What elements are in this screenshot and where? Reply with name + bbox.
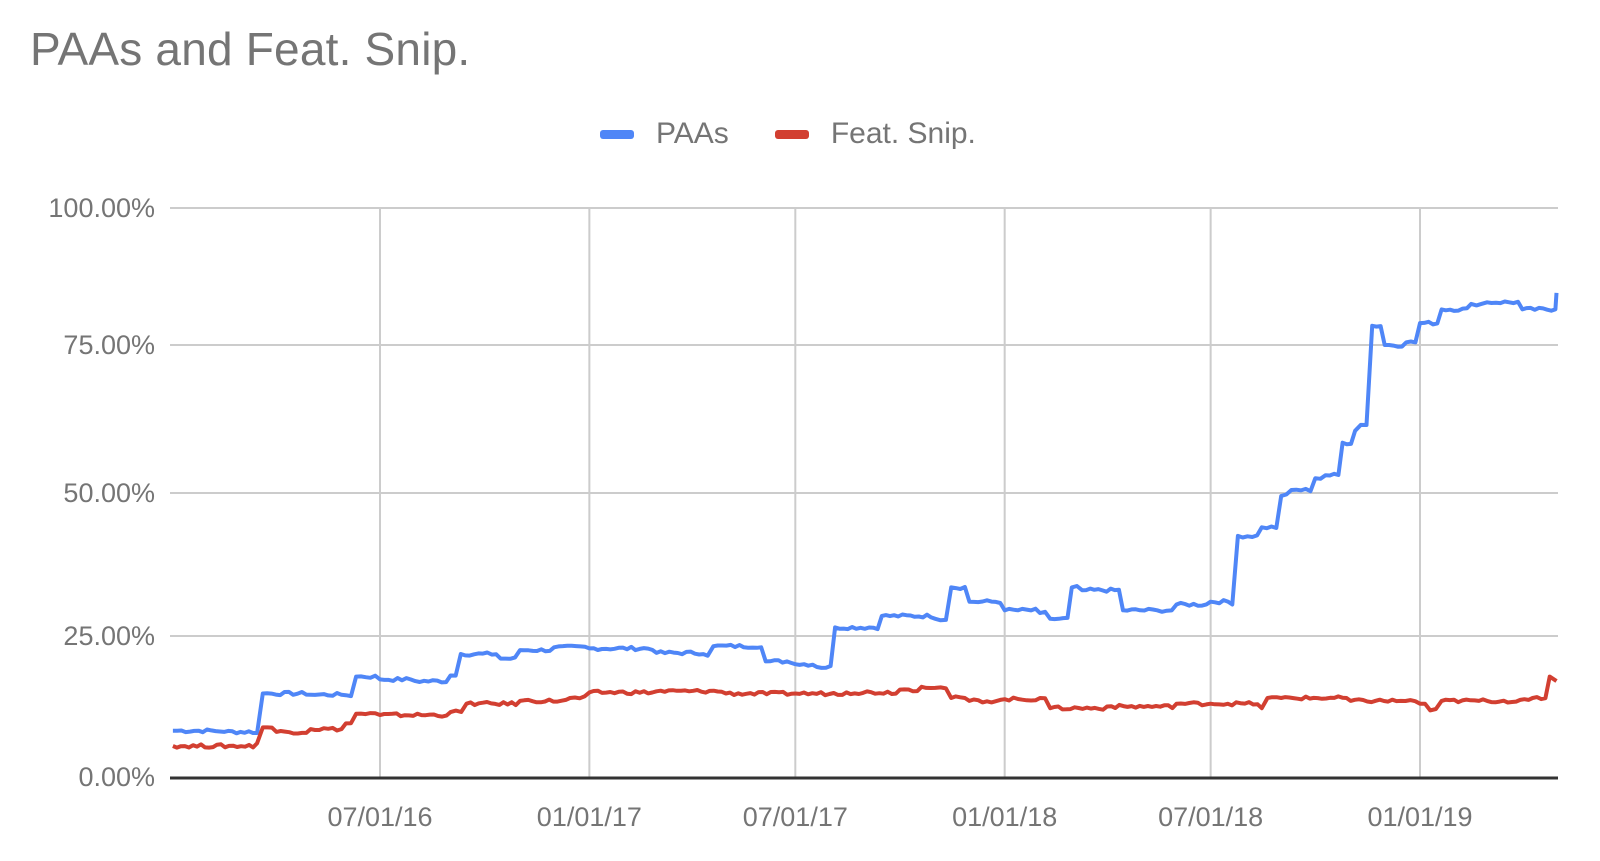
- x-tick-label: 07/01/16: [327, 802, 432, 832]
- x-tick-label: 07/01/17: [743, 802, 848, 832]
- legend-item-paas[interactable]: PAAs: [600, 117, 729, 151]
- legend-swatch-paas: [600, 129, 634, 139]
- series-line-paas[interactable]: [172, 292, 1559, 736]
- gridlines: [170, 207, 1558, 777]
- y-tick-label: 50.00%: [63, 478, 155, 508]
- legend-label-feat-snip: Feat. Snip.: [830, 117, 976, 150]
- series-lines: [172, 292, 1559, 750]
- y-tick-label: 0.00%: [78, 762, 155, 792]
- chart-title: PAAs and Feat. Snip.: [30, 23, 471, 75]
- x-tick-label: 07/01/18: [1158, 802, 1263, 832]
- series-line-feat-snip-[interactable]: [172, 674, 1558, 750]
- x-tick-label: 01/01/17: [537, 802, 642, 832]
- x-tick-label: 01/01/19: [1367, 802, 1472, 832]
- legend-swatch-feat-snip: [774, 129, 809, 139]
- legend-item-feat-snip[interactable]: Feat. Snip.: [774, 117, 976, 151]
- x-axis-ticks: 07/01/16 01/01/17 07/01/17 01/01/18 07/01/18…: [327, 802, 1472, 832]
- chart-legend: PAAs Feat. Snip.: [600, 117, 1022, 151]
- legend-label-paas: PAAs: [656, 117, 729, 150]
- x-tick-label: 01/01/18: [952, 802, 1057, 832]
- y-axis-ticks: 0.00% 25.00% 50.00% 75.00% 100.00%: [48, 193, 155, 792]
- y-tick-label: 75.00%: [63, 330, 155, 360]
- y-tick-label: 100.00%: [48, 193, 155, 223]
- y-tick-label: 25.00%: [63, 621, 155, 651]
